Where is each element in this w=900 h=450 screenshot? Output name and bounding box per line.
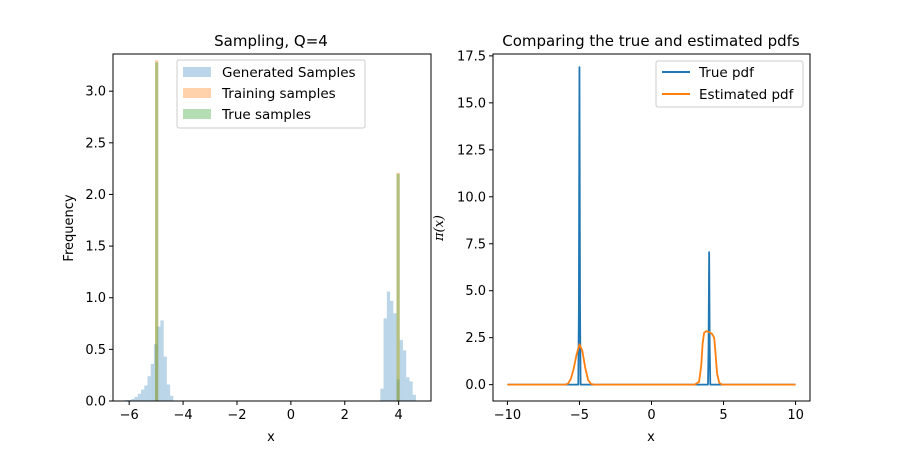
- histogram-bar: [383, 318, 387, 401]
- histogram-bar: [386, 291, 391, 401]
- histogram-bar: [396, 173, 400, 401]
- right-y-tick-label: 10.0: [457, 190, 486, 205]
- right-y-tick-label: 7.5: [465, 237, 486, 252]
- left-y-tick-label: 2.0: [85, 188, 106, 203]
- left-x-ticks: −6 −4 −2 0 2 4: [120, 401, 403, 423]
- right-line-panel: Comparing the true and estimated pdfs −1…: [432, 32, 811, 445]
- left-y-tick-label: 3.0: [85, 85, 106, 100]
- right-y-tick-label: 2.5: [465, 331, 486, 346]
- histogram-bar: [412, 394, 416, 401]
- histogram-bar: [163, 356, 167, 401]
- right-x-tick-label: 0: [647, 408, 655, 423]
- left-y-tick-label: 0.5: [85, 343, 106, 358]
- left-chart-title: Sampling, Q=4: [214, 32, 328, 50]
- right-legend: True pdf Estimated pdf: [655, 60, 804, 108]
- histogram-bar: [393, 313, 397, 401]
- right-y-ticks: 0.0 2.5 5.0 7.5 10.0 12.5 15.0 17.5: [457, 49, 493, 393]
- left-x-tick-label: −2: [227, 408, 246, 423]
- left-histogram-bars: [124, 60, 416, 402]
- histogram-bar: [155, 62, 159, 402]
- right-x-tick-label: 10: [787, 408, 804, 423]
- left-y-tick-label: 1.0: [85, 291, 106, 306]
- right-x-tick-label: −10: [494, 408, 521, 423]
- histogram-bar: [406, 377, 410, 401]
- right-y-tick-label: 17.5: [457, 49, 486, 64]
- left-x-axis-label: x: [267, 430, 275, 445]
- histogram-bar: [131, 398, 135, 401]
- left-x-tick-label: 0: [287, 408, 295, 423]
- right-y-tick-label: 0.0: [465, 378, 486, 393]
- legend-label: Estimated pdf: [699, 87, 795, 103]
- histogram-bar: [124, 399, 129, 401]
- left-plot-frame: [112, 53, 432, 402]
- histogram-bar: [396, 379, 400, 401]
- histogram-bar: [144, 385, 148, 401]
- legend-label: True pdf: [698, 65, 755, 81]
- right-y-tick-label: 12.5: [457, 143, 486, 158]
- histogram-bar: [137, 393, 142, 401]
- left-histogram-panel: Sampling, Q=4 −6 −4 −2 0 2 4 0.0 0.5 1.0 1.5 2.0 2…: [62, 32, 432, 445]
- histogram-bar: [166, 384, 171, 401]
- histogram-bar: [150, 363, 154, 401]
- histogram-bar: [141, 389, 145, 401]
- right-line-series: [507, 66, 796, 386]
- left-legend-box: [176, 59, 366, 129]
- right-plot-frame: [492, 53, 811, 402]
- histogram-bar: [396, 172, 400, 401]
- legend-swatch: [183, 109, 211, 119]
- right-chart-title: Comparing the true and estimated pdfs: [502, 32, 800, 50]
- histogram-bar: [155, 60, 159, 401]
- histogram-bar: [147, 376, 151, 401]
- left-x-tick-label: −4: [173, 408, 192, 423]
- histogram-bar: [409, 381, 413, 401]
- legend-swatch: [183, 88, 211, 98]
- right-x-ticks: −10 −5 0 5 10: [494, 401, 804, 423]
- histogram-bar: [390, 300, 394, 401]
- right-x-axis-label: x: [647, 430, 655, 445]
- left-x-tick-label: −6: [120, 408, 139, 423]
- histogram-bar: [170, 395, 174, 401]
- series-line: [507, 330, 796, 386]
- left-x-tick-label: 2: [341, 408, 349, 423]
- legend-label: Generated Samples: [222, 65, 356, 81]
- histogram-bar: [402, 350, 407, 401]
- histogram-bar: [134, 396, 138, 401]
- right-y-axis-label: π(x): [432, 215, 447, 242]
- legend-swatch: [183, 67, 211, 77]
- left-y-tick-label: 1.5: [85, 240, 106, 255]
- left-y-axis-label: Frequency: [62, 194, 77, 261]
- histogram-bar: [399, 340, 403, 401]
- histogram-bar: [160, 320, 164, 401]
- left-legend: Generated Samples Training samples True sa…: [176, 59, 366, 129]
- left-x-tick-label: 4: [395, 408, 403, 423]
- right-y-tick-label: 15.0: [457, 96, 486, 111]
- histogram-bar: [157, 326, 161, 401]
- right-y-tick-label: 5.0: [465, 284, 486, 299]
- histogram-bar: [128, 399, 132, 401]
- left-y-ticks: 0.0 0.5 1.0 1.5 2.0 2.5 3.0: [85, 85, 113, 410]
- histogram-bar: [380, 388, 384, 401]
- histogram-bar: [153, 344, 158, 401]
- legend-label: Training samples: [221, 86, 336, 102]
- right-x-tick-label: 5: [719, 408, 727, 423]
- right-legend-box: [655, 60, 804, 108]
- left-y-tick-label: 0.0: [85, 395, 106, 410]
- legend-label: True samples: [221, 107, 311, 123]
- left-y-tick-label: 2.5: [85, 136, 106, 151]
- right-x-tick-label: −5: [570, 408, 589, 423]
